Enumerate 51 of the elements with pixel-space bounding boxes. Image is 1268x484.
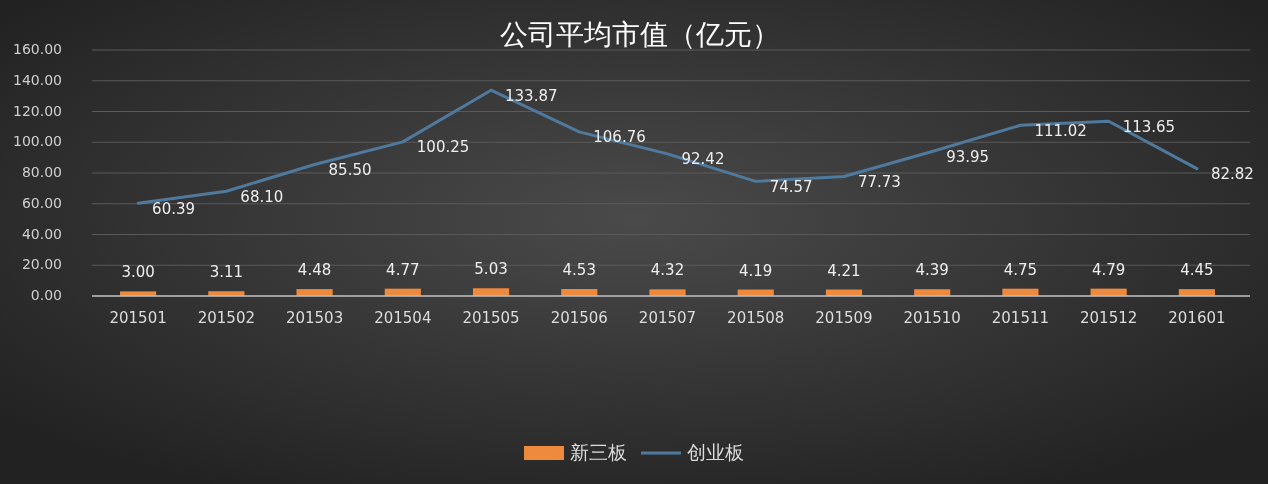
data-label: 4.19 [739,261,773,280]
data-label: 68.10 [240,187,284,206]
data-label: 113.65 [1122,117,1176,136]
y-tick-label: 80.00 [21,164,62,180]
data-label: 4.77 [386,260,420,279]
data-label: 3.00 [121,263,155,282]
data-label: 4.53 [562,261,596,280]
data-label: 133.87 [505,86,558,105]
chart-title: 公司平均市值（亿元） [500,18,780,51]
data-label: 4.45 [1180,261,1214,280]
legend-label: 新三板 [570,440,627,463]
data-label: 92.42 [681,150,725,169]
x-tick-label: 201511 [991,308,1050,327]
data-label: 74.57 [769,177,813,196]
data-label: 93.95 [946,148,990,167]
x-tick-label: 201505 [462,308,520,327]
data-label: 111.02 [1034,121,1087,140]
x-tick-label: 201508 [727,308,785,327]
data-label: 4.39 [915,261,949,280]
x-tick-label: 201501 [109,308,167,327]
data-label: 4.21 [827,261,861,280]
x-tick-label: 201502 [197,308,255,327]
data-label: 4.48 [297,261,332,280]
legend-label: 创业板 [687,440,744,463]
y-tick-label: 140.00 [13,71,62,88]
data-label: 100.25 [416,138,470,157]
x-tick-label: 201504 [374,308,432,327]
x-tick-label: 201512 [1080,308,1138,327]
data-label: 5.03 [474,260,508,279]
y-tick-label: 60.00 [21,194,62,211]
x-tick-label: 201507 [638,308,697,327]
x-tick-label: 201503 [285,308,344,327]
x-tick-label: 201509 [815,308,873,327]
data-label: 4.79 [1091,260,1126,279]
data-label: 60.39 [152,199,196,218]
y-tick-label: 40.00 [21,225,62,242]
x-tick-label: 201601 [1168,308,1226,327]
data-label: 4.32 [650,261,685,280]
y-tick-label: 160.00 [13,41,62,57]
y-tick-label: 100.00 [13,133,62,150]
x-tick-label: 201506 [550,308,608,327]
data-label: 4.75 [1003,260,1038,279]
y-tick-label: 120.00 [13,102,62,119]
data-label: 77.73 [857,172,901,191]
data-label: 3.11 [209,263,244,282]
y-tick-label: 20.00 [21,256,62,273]
data-label: 85.50 [328,161,372,180]
x-tick-label: 201510 [903,308,961,327]
y-tick-label: 0.00 [30,287,62,303]
data-label: 106.76 [593,128,646,147]
data-label: 82.82 [1210,165,1254,184]
